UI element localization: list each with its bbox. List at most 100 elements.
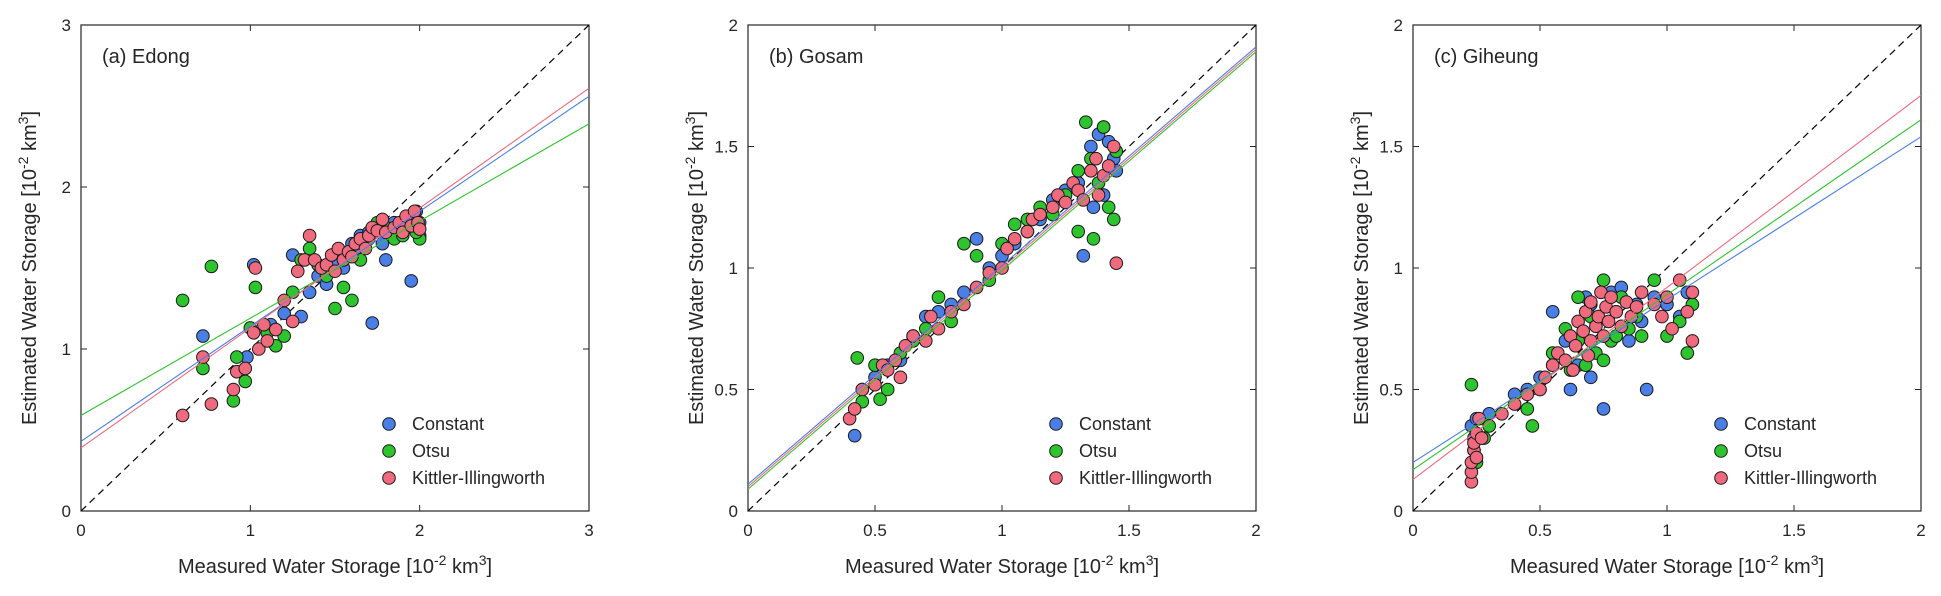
data-point-constant — [1563, 382, 1578, 397]
y-tick-label: 1.5 — [714, 138, 738, 157]
x-tick-label: 0 — [743, 521, 752, 540]
data-point-constant — [302, 285, 317, 300]
legend-label-constant: Constant — [1079, 414, 1151, 434]
data-point-otsu — [1071, 224, 1085, 239]
legend-marker-constant — [1714, 417, 1728, 431]
x-axis-title: Measured Water Storage [10-2 km3] — [845, 552, 1159, 578]
y-tick-label: 0 — [62, 502, 71, 521]
fit-line-kittler — [1413, 95, 1921, 480]
panel-label: (c) Giheung — [1434, 46, 1539, 68]
data-point-constant — [404, 274, 419, 288]
x-tick-label: 3 — [584, 521, 593, 540]
data-point-otsu — [1680, 346, 1695, 360]
data-point-kittler — [1609, 304, 1623, 319]
y-tick-label: 2 — [1394, 16, 1403, 35]
data-point-kittler — [260, 334, 275, 348]
y-tick-label: 1.5 — [1379, 138, 1403, 157]
legend-label-otsu: Otsu — [412, 441, 450, 461]
x-tick-label: 2 — [1916, 521, 1925, 540]
x-tick-label: 1 — [997, 521, 1006, 540]
data-point-kittler — [1106, 139, 1121, 154]
data-point-kittler — [1685, 334, 1700, 348]
data-point-constant — [365, 316, 380, 330]
legend-marker-otsu — [1049, 444, 1063, 458]
y-tick-label: 1 — [729, 259, 738, 278]
data-point-otsu — [1647, 273, 1662, 287]
y-tick-label: 1 — [62, 340, 71, 359]
data-point-kittler — [1058, 195, 1073, 210]
x-tick-label: 0 — [76, 521, 85, 540]
data-point-kittler — [204, 397, 219, 411]
data-point-kittler — [1680, 304, 1695, 319]
data-point-kittler — [1584, 295, 1598, 309]
data-point-otsu — [1086, 232, 1101, 246]
data-point-constant — [1086, 200, 1101, 215]
data-point-constant — [1639, 382, 1654, 397]
legend-label-kittler: Kittler-Illingworth — [412, 468, 545, 488]
legend-label-kittler: Kittler-Illingworth — [1079, 468, 1212, 488]
data-point-otsu — [328, 301, 342, 316]
data-point-kittler — [1545, 358, 1560, 373]
data-point-kittler — [1581, 348, 1596, 363]
data-point-kittler — [412, 222, 427, 236]
data-point-otsu — [1520, 402, 1535, 416]
data-point-kittler — [1046, 200, 1060, 215]
x-tick-label: 0.5 — [1528, 521, 1552, 540]
fit-line-otsu — [81, 123, 589, 416]
chart-panel-2: 0 0.5 1 1.5 2 0 0.5 1 1.5 2 Measured Water Storage… — [682, 16, 1261, 578]
chart-panel-1: 0 1 2 3 0 1 2 3 Measured Water Storage [10-2 km3… — [15, 16, 594, 578]
legend-label-constant: Constant — [412, 414, 484, 434]
data-point-kittler — [285, 314, 300, 329]
legend-label-kittler: Kittler-Illingworth — [1744, 468, 1877, 488]
x-tick-label: 0 — [1408, 521, 1417, 540]
fit-line-kittler — [748, 48, 1256, 488]
fit-line-constant — [81, 95, 589, 442]
data-point-kittler — [1474, 431, 1489, 445]
data-point-otsu — [1079, 115, 1093, 129]
data-point-kittler — [1629, 300, 1644, 314]
panel-label: (a) Edong — [102, 46, 190, 68]
data-point-kittler — [1655, 309, 1669, 324]
data-point-otsu — [850, 351, 865, 365]
x-tick-label: 2 — [1251, 521, 1260, 540]
data-point-kittler — [1007, 232, 1022, 246]
data-point-constant — [969, 232, 984, 246]
data-point-kittler — [1566, 363, 1580, 377]
y-tick-label: 0.5 — [714, 381, 738, 400]
data-point-otsu — [302, 241, 317, 256]
y-tick-label: 2 — [729, 16, 738, 35]
data-point-kittler — [1091, 188, 1106, 202]
data-point-otsu — [226, 394, 241, 408]
legend: Constant Otsu Kittler-Illingworth — [1714, 414, 1877, 488]
data-point-otsu — [1596, 273, 1611, 287]
data-point-kittler — [847, 402, 862, 416]
data-point-otsu — [1596, 353, 1611, 368]
x-tick-label: 1.5 — [1117, 521, 1141, 540]
data-point-kittler — [246, 326, 261, 340]
data-point-otsu — [175, 293, 190, 308]
data-point-otsu — [229, 350, 244, 364]
legend-marker-otsu — [1714, 444, 1728, 458]
data-point-kittler — [290, 264, 305, 279]
x-tick-label: 0.5 — [863, 521, 887, 540]
data-point-kittler — [268, 322, 283, 337]
data-point-kittler — [1660, 290, 1674, 304]
data-point-kittler — [1634, 285, 1649, 300]
data-point-kittler — [1568, 338, 1583, 353]
x-tick-label: 2 — [415, 521, 424, 540]
legend-marker-kittler — [1049, 471, 1063, 485]
data-point-constant — [1622, 334, 1636, 348]
data-point-kittler — [1469, 450, 1484, 465]
plot-content — [748, 25, 1256, 511]
data-point-kittler — [251, 342, 266, 356]
plot-content — [1413, 25, 1921, 511]
data-point-otsu — [1464, 377, 1479, 392]
data-point-otsu — [1007, 217, 1022, 232]
data-point-otsu — [969, 249, 984, 263]
x-tick-label: 1 — [1662, 521, 1671, 540]
data-point-kittler — [248, 261, 263, 275]
y-tick-label: 1 — [1394, 259, 1403, 278]
data-point-kittler — [1033, 207, 1047, 222]
data-point-kittler — [1000, 241, 1014, 256]
